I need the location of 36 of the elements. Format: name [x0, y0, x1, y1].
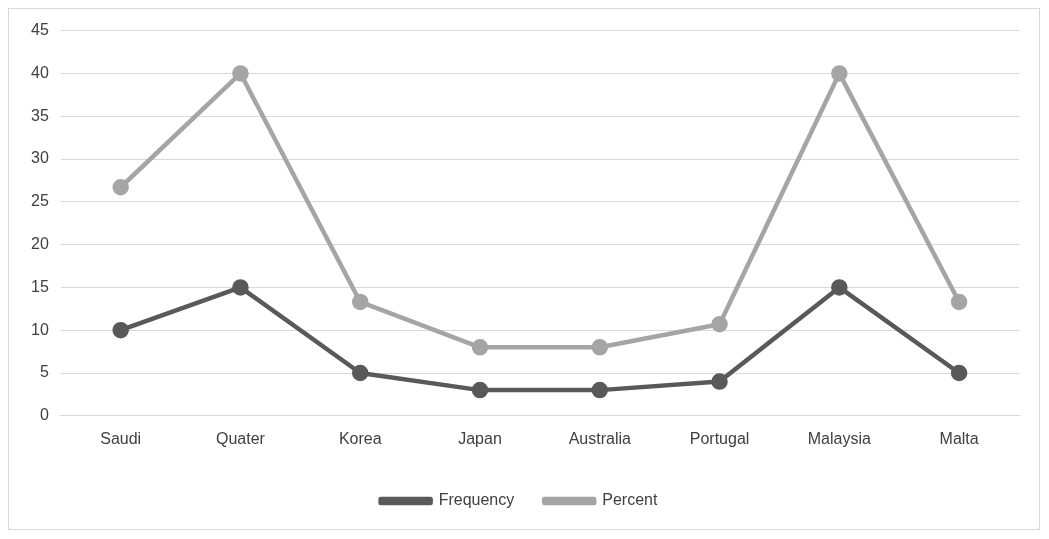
y-tick-label: 10	[31, 320, 49, 338]
point	[112, 179, 129, 196]
legend-label: Percent	[602, 491, 658, 509]
y-tick-label: 0	[39, 406, 49, 424]
x-tick-label: Portugal	[689, 429, 750, 447]
point	[112, 321, 129, 339]
point	[950, 293, 968, 311]
y-tick-label: 15	[31, 277, 49, 295]
point	[351, 364, 369, 382]
x-tick-label: Saudi	[100, 429, 142, 447]
point	[831, 65, 848, 82]
x-tick-label: Korea	[338, 429, 382, 447]
y-tick-label: 45	[31, 21, 49, 39]
point	[351, 293, 369, 311]
x-tick-label: Malta	[939, 429, 979, 447]
point	[471, 381, 489, 399]
point	[232, 279, 249, 296]
x-tick-label: Australia	[568, 429, 632, 447]
point	[471, 339, 489, 356]
x-tick-label: Japan	[458, 429, 502, 447]
legend-label: Frequency	[438, 491, 515, 509]
point	[831, 279, 848, 296]
point	[591, 339, 609, 356]
point	[950, 364, 968, 382]
y-tick-label: 5	[39, 363, 49, 381]
point	[711, 373, 728, 390]
y-tick-label: 20	[31, 235, 49, 253]
y-tick-label: 30	[31, 149, 49, 167]
point	[232, 65, 249, 82]
x-tick-label: Quater	[216, 429, 266, 447]
y-tick-label: 40	[31, 63, 49, 81]
y-tick-label: 35	[31, 106, 49, 124]
y-tick-label: 25	[31, 192, 49, 210]
point	[591, 381, 609, 399]
x-tick-label: Malaysia	[807, 429, 871, 447]
point	[711, 315, 728, 333]
